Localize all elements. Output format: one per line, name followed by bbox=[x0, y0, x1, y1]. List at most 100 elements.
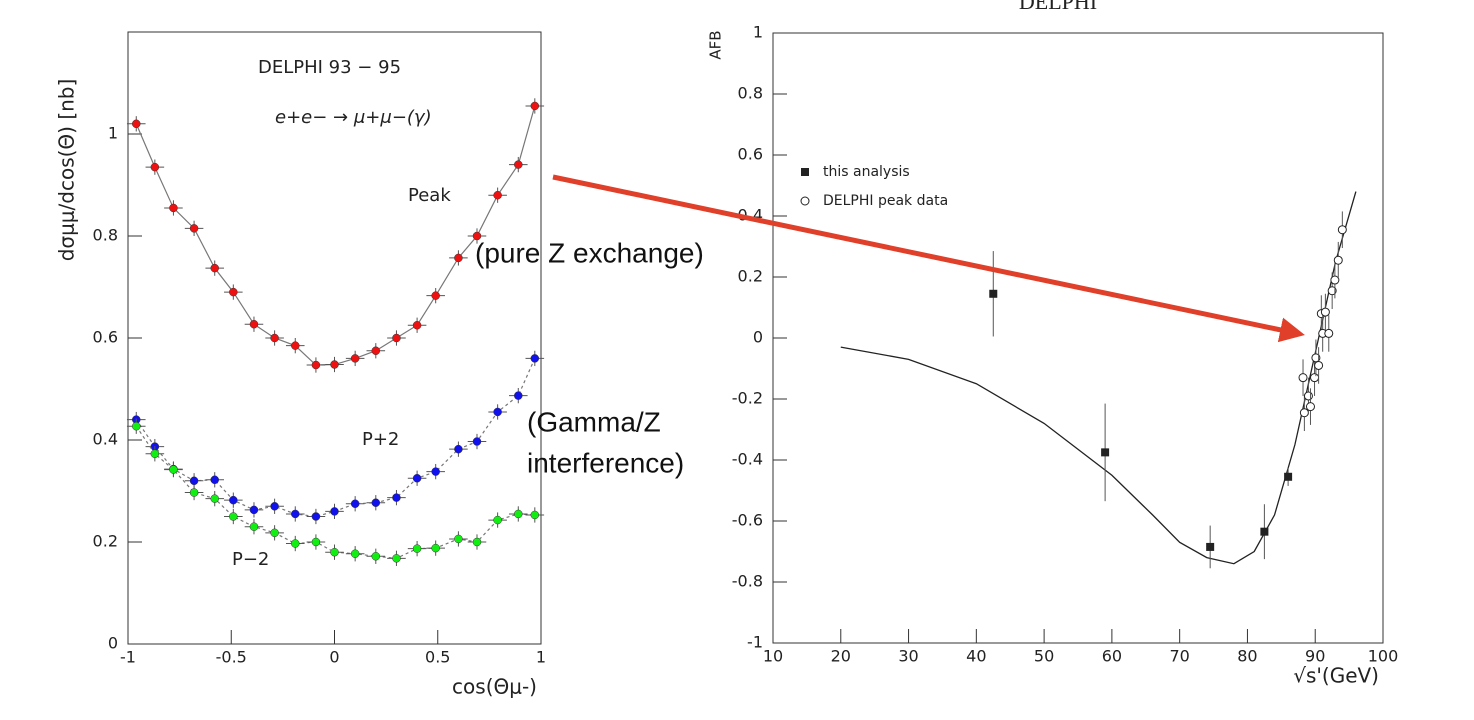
annotation: P−2 bbox=[232, 549, 269, 570]
point bbox=[249, 319, 259, 329]
point bbox=[189, 488, 199, 497]
point bbox=[493, 515, 502, 525]
point bbox=[392, 333, 401, 343]
point bbox=[270, 333, 279, 343]
y-tick-label: 0 bbox=[108, 634, 118, 653]
point bbox=[431, 543, 440, 553]
point bbox=[210, 494, 219, 503]
point bbox=[514, 391, 523, 400]
point bbox=[454, 444, 463, 454]
point bbox=[514, 160, 523, 169]
point bbox=[189, 476, 199, 486]
plot-frame bbox=[772, 32, 1384, 644]
point bbox=[150, 162, 160, 172]
point bbox=[330, 507, 339, 516]
y-tick-label: 0.8 bbox=[738, 84, 763, 103]
point bbox=[210, 263, 219, 273]
y-tick-label: -0.4 bbox=[732, 450, 763, 469]
point bbox=[1298, 373, 1308, 383]
point bbox=[412, 544, 422, 553]
legend-label: DELPHI peak data bbox=[823, 193, 948, 209]
point bbox=[229, 512, 238, 521]
point bbox=[1327, 286, 1337, 296]
fit-line bbox=[135, 425, 535, 559]
point bbox=[189, 224, 199, 233]
legend-label: this analysis bbox=[823, 164, 910, 180]
point bbox=[431, 291, 440, 300]
x-tick-label: 30 bbox=[898, 647, 918, 666]
point bbox=[431, 467, 440, 476]
y-tick-label: 0.6 bbox=[738, 145, 763, 164]
point bbox=[1284, 472, 1293, 481]
y-tick-label: 0.2 bbox=[738, 267, 763, 286]
y-tick-label: -0.6 bbox=[732, 511, 763, 530]
y-tick-label: 1 bbox=[753, 23, 763, 42]
x-tick-label: 70 bbox=[1169, 647, 1189, 666]
y-axis-label: AFB bbox=[707, 30, 725, 59]
point bbox=[392, 493, 401, 502]
point bbox=[132, 421, 141, 431]
point bbox=[1324, 328, 1334, 338]
point bbox=[493, 190, 502, 200]
annotation: P+2 bbox=[362, 429, 399, 450]
point bbox=[1333, 255, 1343, 265]
point bbox=[989, 289, 998, 298]
legend-marker bbox=[801, 168, 809, 176]
point bbox=[371, 498, 381, 507]
x-tick-label: 80 bbox=[1237, 647, 1257, 666]
point bbox=[330, 547, 339, 557]
point bbox=[1330, 275, 1340, 285]
y-tick-label: 0.8 bbox=[93, 226, 118, 245]
x-tick-label: 90 bbox=[1305, 647, 1325, 666]
point bbox=[454, 253, 463, 263]
y-tick-label: 0.2 bbox=[93, 532, 118, 551]
point bbox=[249, 505, 259, 515]
x-tick-label: 0 bbox=[329, 648, 339, 667]
point bbox=[311, 537, 321, 547]
point bbox=[150, 449, 160, 459]
point bbox=[330, 360, 339, 369]
point bbox=[132, 119, 141, 129]
theory-curve bbox=[840, 191, 1357, 565]
point bbox=[350, 549, 360, 558]
point bbox=[291, 341, 300, 350]
annotation: (Gamma/Z bbox=[527, 406, 661, 437]
legend-marker bbox=[800, 196, 810, 206]
x-tick-label: 100 bbox=[1368, 647, 1399, 666]
point bbox=[530, 101, 540, 111]
x-tick-label: 0.5 bbox=[425, 648, 450, 667]
point bbox=[291, 539, 300, 548]
x-tick-label: 1 bbox=[536, 648, 546, 667]
y-tick-label: 0.6 bbox=[93, 328, 118, 347]
point bbox=[1337, 225, 1347, 235]
point bbox=[229, 287, 238, 297]
point bbox=[169, 203, 178, 213]
annotation: Peak bbox=[408, 185, 451, 206]
point bbox=[270, 502, 279, 511]
x-tick-label: -0.5 bbox=[216, 648, 247, 667]
point bbox=[412, 321, 422, 330]
point bbox=[311, 360, 321, 370]
point bbox=[1101, 448, 1110, 457]
point bbox=[530, 510, 540, 520]
point bbox=[493, 407, 502, 417]
x-tick-label: 10 bbox=[763, 647, 783, 666]
x-tick-label: 50 bbox=[1034, 647, 1054, 666]
chart-title: DELPHI bbox=[1019, 0, 1097, 14]
annotation: e+e− → μ+μ−(γ) bbox=[275, 107, 432, 128]
point bbox=[210, 475, 219, 485]
point bbox=[1320, 307, 1330, 317]
x-tick-label: 40 bbox=[966, 647, 986, 666]
point bbox=[1299, 408, 1309, 418]
point bbox=[371, 552, 381, 561]
point bbox=[472, 231, 482, 241]
y-tick-label: -0.2 bbox=[732, 389, 763, 408]
point bbox=[1311, 353, 1321, 363]
point bbox=[371, 346, 381, 355]
point bbox=[1314, 360, 1324, 370]
y-axis-label: dσμμ/dcos(Θ) [nb] bbox=[55, 79, 79, 262]
y-tick-label: 0 bbox=[753, 328, 763, 347]
annotation: (pure Z exchange) bbox=[475, 237, 704, 268]
arrow bbox=[552, 174, 1305, 343]
y-tick-label: 1 bbox=[108, 124, 118, 143]
